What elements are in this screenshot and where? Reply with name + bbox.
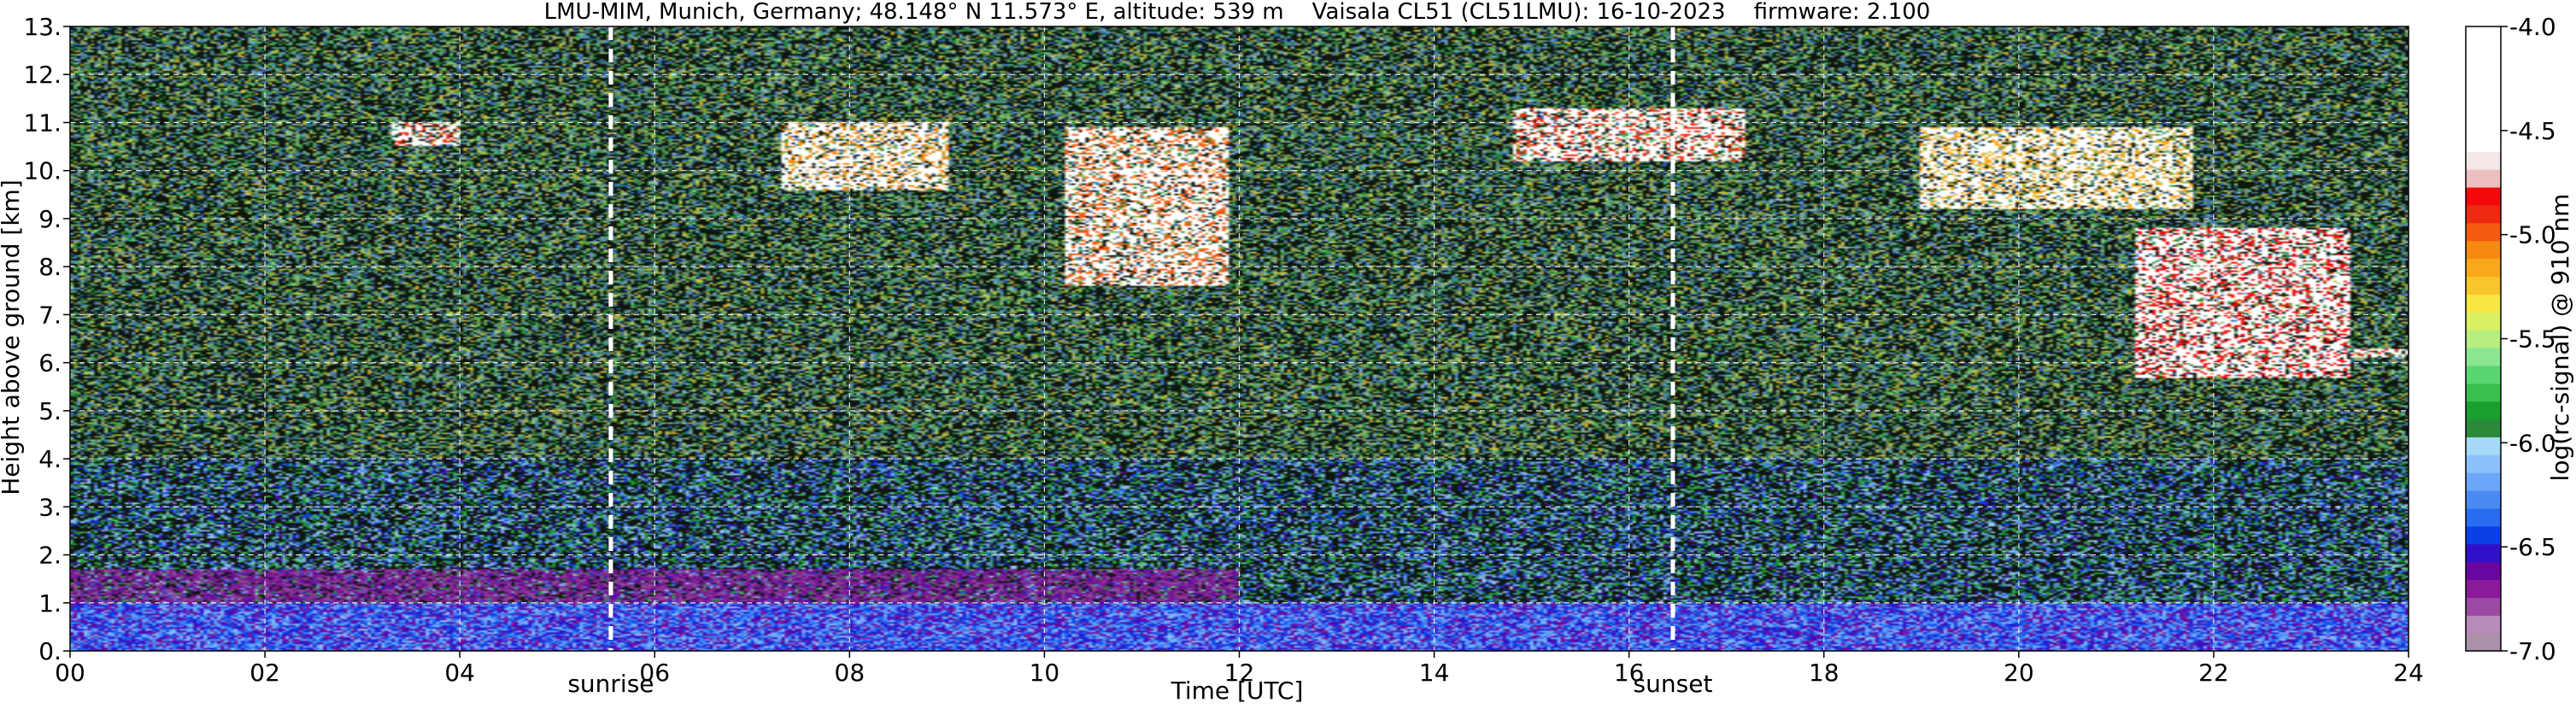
y-tick-label: 12. [23,61,62,89]
sun-markers [608,26,1675,651]
colorbar-segment [2466,169,2501,188]
colorbar-segment [2466,186,2501,206]
colorbar-label: log(rc-signal) @ 910 nm [2546,194,2574,482]
colorbar-tick-label: -5.0 [2509,221,2556,249]
colorbar-segment [2466,615,2501,634]
colorbar-segment [2466,472,2501,491]
colorbar-segment [2466,312,2501,331]
colorbar-segment [2466,401,2501,420]
colorbar-segment [2466,115,2501,134]
colorbar-segment [2466,258,2501,277]
x-tick-label: 08 [835,659,866,687]
y-axis: 0. 1. 2. 3. 4. 5. 6. 7. 8. 9. 10. 11. 12. 13. [23,13,70,665]
colorbar-segment [2466,79,2501,99]
colorbar-tick-label: -6.0 [2509,429,2556,457]
colorbar-segment [2466,633,2501,652]
colorbar-segment [2466,490,2501,509]
y-tick-label: 3. [38,493,62,521]
colorbar-segment [2466,26,2501,45]
colorbar-segment [2466,240,2501,260]
colorbar-segment [2466,294,2501,313]
y-tick-label: 10. [23,157,62,185]
colorbar-segment [2466,330,2501,349]
colorbar-segment [2466,276,2501,295]
colorbar-tick-label: -4.5 [2509,117,2556,145]
colorbar-segment [2466,97,2501,117]
colorbar-segment [2466,419,2501,437]
y-tick-label: 2. [38,542,62,570]
colorbar-segment [2466,222,2501,242]
colorbar-tick-label: -6.5 [2509,533,2556,561]
colorbar-segment [2466,204,2501,224]
x-tick-label: 06 [639,659,670,687]
y-tick-label: 4. [38,445,62,473]
x-axis: 00 02 04 06 08 10 12 14 16 18 20 22 24 [55,651,2424,687]
colorbar-segment [2466,365,2501,384]
y-axis-label: Height above ground [km] [0,179,25,495]
x-tick-label: 22 [2198,659,2229,687]
chart-title: LMU-MIM, Munich, Germany; 48.148° N 11.5… [544,0,1931,25]
colorbar-segment [2466,543,2501,563]
colorbar-segment [2466,151,2501,170]
colorbar-segment [2466,437,2501,455]
colorbar-tick-label: -4.0 [2509,13,2556,41]
y-tick-label: 13. [23,13,62,41]
x-tick-label: 16 [1614,659,1645,687]
colorbar-segment [2466,579,2501,598]
colorbar-segment [2466,561,2501,581]
y-tick-label: 0. [38,637,62,665]
plot-area [69,26,2409,652]
y-tick-label: 11. [23,108,62,137]
sun-marker-label: sunrise [567,670,654,698]
colorbar-segment [2466,347,2501,366]
y-tick-label: 7. [38,301,62,329]
grid-lines [69,26,2409,652]
colorbar-segment [2466,597,2501,616]
colorbar-segment [2466,383,2501,402]
x-axis-label: Time [UTC] [1171,677,1304,705]
x-tick-label: 14 [1419,659,1450,687]
colorbar-segment [2466,525,2501,545]
colorbar: -7.0 -6.5 -6.0 -5.5 -5.0 -4.5 -4.0 [2465,13,2556,665]
x-tick-label: 00 [55,659,85,687]
colorbar-segment [2466,133,2501,152]
colorbar-segment [2466,454,2501,473]
y-tick-label: 1. [38,589,62,618]
y-tick-label: 8. [38,253,62,281]
colorbar-segment [2466,44,2501,63]
sun-marker-label: sunset [1634,670,1713,698]
colorbar-segment [2466,62,2501,81]
x-tick-label: 20 [2004,659,2034,687]
x-tick-label: 10 [1030,659,1060,687]
x-tick-label: 12 [1224,659,1255,687]
colorbar-tick-label: -7.0 [2509,637,2556,665]
colorbar-segment [2466,507,2501,527]
y-tick-label: 6. [38,349,62,378]
y-tick-label: 9. [38,205,62,233]
x-tick-label: 04 [444,659,475,687]
x-tick-label: 24 [2393,659,2424,687]
y-tick-label: 5. [38,397,62,425]
x-tick-label: 02 [249,659,280,687]
x-tick-label: 18 [1809,659,1840,687]
colorbar-tick-label: -5.5 [2509,325,2556,354]
